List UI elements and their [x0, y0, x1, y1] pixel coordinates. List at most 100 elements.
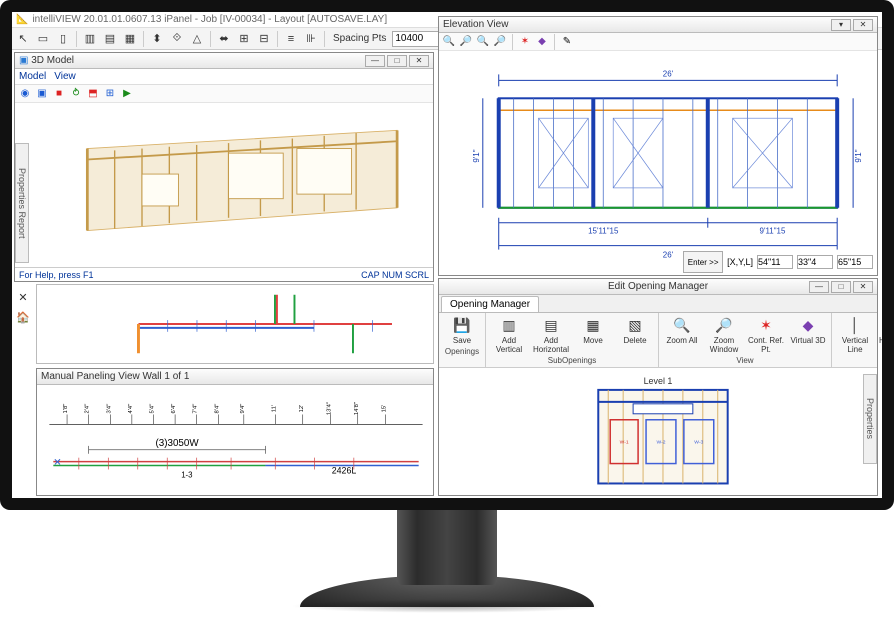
app-title: intelliVIEW 20.01.01.0607.13 iPanel - Jo… [32, 14, 387, 25]
zoom-window-button[interactable]: 🔎Zoom Window [705, 315, 743, 355]
tool-icon[interactable]: ⊞ [103, 87, 117, 101]
svg-text:9'4": 9'4" [240, 404, 246, 414]
svg-text:26': 26' [663, 251, 674, 260]
spacing-label: Spacing Pts [333, 33, 386, 44]
tool-icon[interactable]: ⬌ [215, 30, 233, 48]
virtual-3d-button[interactable]: ◆Virtual 3D [789, 315, 827, 355]
save-button[interactable]: 💾 Save [443, 315, 481, 346]
tool-icon[interactable]: ⬒ [86, 87, 100, 101]
svg-text:5'4": 5'4" [149, 404, 155, 414]
hline-button[interactable]: ─Horizontal Line [878, 315, 894, 355]
note1-label: (3)3050W [156, 438, 200, 449]
side-dock: ✕ 🏠 [14, 287, 34, 327]
tool-icon[interactable]: ◉ [18, 87, 32, 101]
tool-icon[interactable]: ⊟ [255, 30, 273, 48]
tool-icon[interactable]: ▤ [101, 30, 119, 48]
side-tab-properties[interactable]: Properties [863, 374, 877, 464]
pane-manual-paneling: Manual Paneling View Wall 1 of 1 1'8" 2'… [36, 368, 434, 496]
elevation-canvas[interactable]: 26' 9'1" 9'1" [439, 51, 877, 275]
close-button[interactable]: ✕ [409, 55, 429, 67]
maximize-button[interactable]: □ [831, 281, 851, 293]
note2-label: 2426L [332, 465, 357, 475]
tool-icon[interactable]: ⊪ [302, 30, 320, 48]
tool-icon[interactable]: ✎ [560, 35, 574, 49]
vline-button[interactable]: │Vertical Line [836, 315, 874, 355]
coord-x[interactable] [757, 255, 793, 269]
ribbon: 💾 Save Openings ▥Add Vertical ▤Add Horiz… [439, 313, 877, 368]
menu-model[interactable]: Model [19, 71, 46, 82]
tool-icon[interactable]: ⥁ [69, 87, 83, 101]
svg-text:15': 15' [381, 405, 387, 413]
svg-text:13'4": 13'4" [326, 402, 332, 415]
svg-text:W-2: W-2 [656, 439, 665, 445]
maximize-button[interactable]: □ [387, 55, 407, 67]
tool-icon[interactable]: ▭ [34, 30, 52, 48]
tool-icon[interactable]: ⬍ [148, 30, 166, 48]
svg-text:Level 1: Level 1 [644, 376, 673, 386]
manual-canvas[interactable]: 1'8" 2'4" 3'4" 4'4" 5'4" 6'4" 7'4" 8'4" … [37, 385, 433, 495]
zoom-icon[interactable]: 🔍 [442, 35, 456, 49]
svg-text:3'4": 3'4" [106, 404, 112, 414]
coord-y[interactable] [797, 255, 833, 269]
svg-text:26': 26' [663, 69, 674, 78]
3d-icon[interactable]: ◆ [535, 35, 549, 49]
opening-header: Edit Opening Manager [608, 281, 708, 292]
manual-title: Manual Paneling View Wall 1 of 1 [41, 371, 189, 382]
tool-icon[interactable]: ■ [52, 87, 66, 101]
pane-elevation: Elevation View ▾ ✕ 🔍 🔎 🔍 🔎 ✶ ◆ ✎ 26' [438, 16, 878, 276]
zoom-icon[interactable]: 🔍 [476, 35, 490, 49]
tab-opening-manager[interactable]: Opening Manager [441, 296, 539, 312]
svg-text:6'4": 6'4" [171, 404, 177, 414]
star-icon[interactable]: ✶ [518, 35, 532, 49]
monitor-stand-neck [397, 505, 497, 585]
svg-text:2'4": 2'4" [85, 404, 91, 414]
cont-refpt-button[interactable]: ✶Cont. Ref. Pt. [747, 315, 785, 355]
close-button[interactable]: ✕ [853, 19, 873, 31]
model-3d-canvas[interactable] [15, 103, 433, 267]
zoom-all-button[interactable]: 🔍Zoom All [663, 315, 701, 355]
tool-icon[interactable]: ▦ [121, 30, 139, 48]
minimize-button[interactable]: — [809, 281, 829, 293]
side-tab-properties[interactable]: Properties Report [15, 143, 29, 263]
monitor-frame: 📐 intelliVIEW 20.01.01.0607.13 iPanel - … [0, 0, 894, 510]
tool-icon[interactable]: △ [188, 30, 206, 48]
enter-button[interactable]: Enter >> [683, 251, 723, 273]
plan-canvas[interactable] [37, 285, 433, 363]
svg-text:✕: ✕ [53, 458, 61, 469]
svg-text:9'1": 9'1" [472, 149, 481, 162]
pane-3d-model: ▣ 3D Model — □ ✕ Model View ◉ ▣ ■ ⥁ ⬒ ⊞ … [14, 52, 434, 282]
tool-icon[interactable]: ▥ [81, 30, 99, 48]
add-horizontal-button[interactable]: ▤Add Horizontal [532, 315, 570, 355]
tool-icon[interactable]: ▣ [35, 87, 49, 101]
home-icon[interactable]: 🏠 [14, 307, 32, 327]
tool-icon[interactable]: ▯ [54, 30, 72, 48]
svg-text:W-1: W-1 [620, 439, 629, 445]
delete-button[interactable]: ▧Delete [616, 315, 654, 355]
coord-readout: Enter >> [X,Y,L] [683, 251, 873, 273]
close-button[interactable]: ✕ [853, 281, 873, 293]
tool-icon[interactable]: ⊞ [235, 30, 253, 48]
coord-l[interactable] [837, 255, 873, 269]
svg-text:8'4": 8'4" [214, 404, 220, 414]
cursor-icon[interactable]: ↖ [14, 30, 32, 48]
pane-opening-manager: Edit Opening Manager — □ ✕ Opening Manag… [438, 278, 878, 496]
menu-view[interactable]: View [54, 71, 76, 82]
add-vertical-button[interactable]: ▥Add Vertical [490, 315, 528, 355]
collapse-button[interactable]: ▾ [831, 19, 851, 31]
opening-detail-canvas[interactable]: Level 1 W-1 W-2 W-3 [439, 368, 877, 495]
tool-icon[interactable]: ≡ [282, 30, 300, 48]
zoom-icon[interactable]: 🔎 [459, 35, 473, 49]
zoom-icon[interactable]: 🔎 [493, 35, 507, 49]
tool-icon[interactable]: ▶ [120, 87, 134, 101]
svg-text:11': 11' [271, 405, 277, 412]
dock-icon[interactable]: ✕ [14, 287, 32, 307]
tool-icon[interactable]: ⟐ [168, 30, 186, 48]
svg-text:9'11"15: 9'11"15 [760, 227, 786, 236]
svg-text:7'4": 7'4" [193, 404, 199, 414]
svg-text:4'4": 4'4" [128, 404, 134, 414]
minimize-button[interactable]: — [365, 55, 385, 67]
save-icon: 💾 [451, 315, 473, 337]
svg-text:1'8": 1'8" [63, 404, 69, 414]
move-button[interactable]: ▦Move [574, 315, 612, 355]
pane-plan-view [36, 284, 434, 364]
